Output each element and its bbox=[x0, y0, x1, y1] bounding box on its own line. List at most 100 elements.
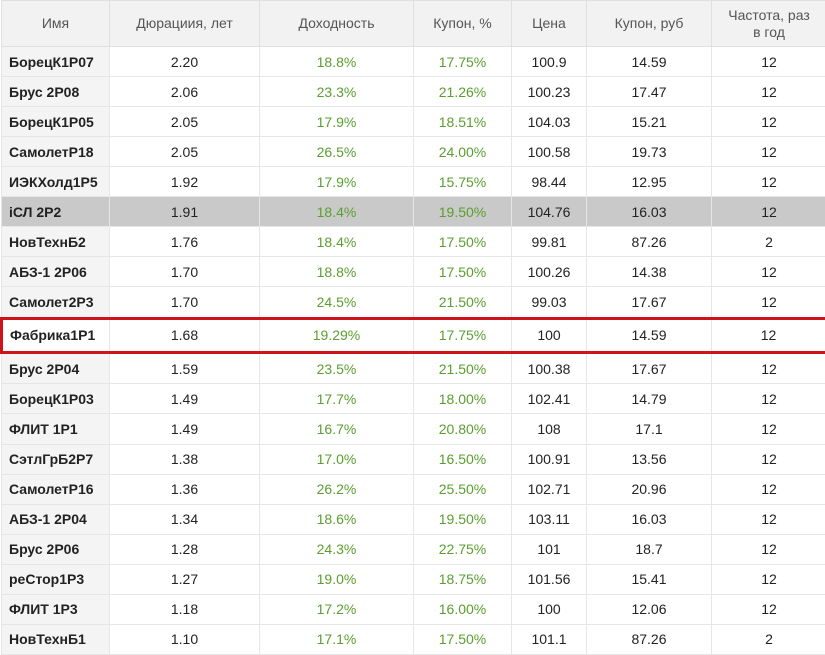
cell: 12 bbox=[711, 45, 825, 78]
cell: 21.50% bbox=[413, 286, 512, 320]
cell: 17.9% bbox=[259, 166, 414, 198]
cell: 21.50% bbox=[413, 351, 512, 385]
cell: 14.59 bbox=[586, 45, 712, 78]
table-row: БорецК1Р03 1.49 17.7% 18.00% 102.41 14.79 12 bbox=[1, 383, 825, 415]
cell: 1.68 bbox=[109, 317, 260, 354]
cell: 100 bbox=[511, 593, 587, 625]
cell: 12 bbox=[711, 256, 825, 288]
bond-name: БорецК1Р07 bbox=[1, 45, 110, 78]
cell: 99.81 bbox=[511, 226, 587, 258]
cell: 19.50% bbox=[413, 503, 512, 535]
cell: 1.28 bbox=[109, 533, 260, 565]
cell: 24.3% bbox=[259, 533, 414, 565]
bond-name: ФЛИТ 1Р3 bbox=[1, 593, 110, 625]
bond-name: НовТехнБ1 bbox=[1, 623, 110, 655]
bond-name: АБЗ-1 2Р04 bbox=[1, 503, 110, 535]
cell: 12 bbox=[711, 317, 825, 354]
cell: 12 bbox=[711, 473, 825, 505]
table-row: Самолет2Р3 1.70 24.5% 21.50% 99.03 17.67 12 bbox=[1, 286, 825, 320]
cell: 98.44 bbox=[511, 166, 587, 198]
cell: 15.41 bbox=[586, 563, 712, 595]
bond-name: СамолетР18 bbox=[1, 136, 110, 168]
cell: 16.7% bbox=[259, 413, 414, 445]
cell: 12 bbox=[711, 563, 825, 595]
table-row: АБЗ-1 2Р06 1.70 18.8% 17.50% 100.26 14.38 12 bbox=[1, 256, 825, 288]
cell: 12 bbox=[711, 593, 825, 625]
bond-name: БорецК1Р03 bbox=[1, 383, 110, 415]
cell: 1.38 bbox=[109, 443, 260, 475]
cell: 102.41 bbox=[511, 383, 587, 415]
cell: 18.51% bbox=[413, 106, 512, 138]
column-header: Дюрациия, лет bbox=[109, 0, 260, 47]
cell: 1.91 bbox=[109, 196, 260, 228]
cell: 17.47 bbox=[586, 76, 712, 108]
cell: 12 bbox=[711, 106, 825, 138]
cell: 17.67 bbox=[586, 286, 712, 320]
table-row: СэтлГрБ2Р7 1.38 17.0% 16.50% 100.91 13.56 12 bbox=[1, 443, 825, 475]
table-row: Фабрика1Р1 1.68 19.29% 17.75% 100 14.59 12 bbox=[0, 317, 825, 354]
table-row: ФЛИТ 1Р1 1.49 16.7% 20.80% 108 17.1 12 bbox=[1, 413, 825, 445]
cell: 17.75% bbox=[413, 317, 512, 354]
bond-name: НовТехнБ2 bbox=[1, 226, 110, 258]
table-body: БорецК1Р07 2.20 18.8% 17.75% 100.9 14.59 12 Бру… bbox=[0, 45, 825, 655]
table-row: Брус 2Р04 1.59 23.5% 21.50% 100.38 17.67 12 bbox=[1, 351, 825, 385]
cell: 18.7 bbox=[586, 533, 712, 565]
cell: 13.56 bbox=[586, 443, 712, 475]
bond-name: Брус 2Р06 bbox=[1, 533, 110, 565]
cell: 18.6% bbox=[259, 503, 414, 535]
table-row: СамолетР16 1.36 26.2% 25.50% 102.71 20.96 12 bbox=[1, 473, 825, 505]
cell: 1.92 bbox=[109, 166, 260, 198]
cell: 17.75% bbox=[413, 45, 512, 78]
cell: 12 bbox=[711, 76, 825, 108]
bond-name: СамолетР16 bbox=[1, 473, 110, 505]
cell: 2.05 bbox=[109, 106, 260, 138]
cell: 2.05 bbox=[109, 136, 260, 168]
cell: 1.49 bbox=[109, 383, 260, 415]
cell: 17.50% bbox=[413, 256, 512, 288]
cell: 104.76 bbox=[511, 196, 587, 228]
cell: 18.4% bbox=[259, 226, 414, 258]
cell: 1.34 bbox=[109, 503, 260, 535]
bond-name: ФЛИТ 1Р1 bbox=[1, 413, 110, 445]
cell: 12 bbox=[711, 166, 825, 198]
bond-name: реСтор1Р3 bbox=[1, 563, 110, 595]
table-row: iСЛ 2Р2 1.91 18.4% 19.50% 104.76 16.03 12 bbox=[1, 196, 825, 228]
bond-name: Самолет2Р3 bbox=[1, 286, 110, 320]
column-header: Имя bbox=[1, 0, 110, 47]
cell: 1.49 bbox=[109, 413, 260, 445]
cell: 18.8% bbox=[259, 256, 414, 288]
cell: 100 bbox=[511, 317, 587, 354]
cell: 12 bbox=[711, 196, 825, 228]
cell: 2.20 bbox=[109, 45, 260, 78]
bond-name: СэтлГрБ2Р7 bbox=[1, 443, 110, 475]
cell: 12 bbox=[711, 136, 825, 168]
cell: 100.58 bbox=[511, 136, 587, 168]
cell: 16.03 bbox=[586, 503, 712, 535]
table-row: БорецК1Р07 2.20 18.8% 17.75% 100.9 14.59 12 bbox=[1, 45, 825, 78]
cell: 17.50% bbox=[413, 226, 512, 258]
cell: 12 bbox=[711, 351, 825, 385]
cell: 1.10 bbox=[109, 623, 260, 655]
cell: 2 bbox=[711, 226, 825, 258]
bond-name: iСЛ 2Р2 bbox=[1, 196, 110, 228]
column-header: Цена bbox=[511, 0, 587, 47]
cell: 100.91 bbox=[511, 443, 587, 475]
cell: 1.18 bbox=[109, 593, 260, 625]
cell: 15.21 bbox=[586, 106, 712, 138]
cell: 15.75% bbox=[413, 166, 512, 198]
cell: 18.8% bbox=[259, 45, 414, 78]
cell: 17.67 bbox=[586, 351, 712, 385]
cell: 12.95 bbox=[586, 166, 712, 198]
cell: 20.96 bbox=[586, 473, 712, 505]
bond-name: ИЭКХолд1Р5 bbox=[1, 166, 110, 198]
cell: 1.36 bbox=[109, 473, 260, 505]
table-row: ИЭКХолд1Р5 1.92 17.9% 15.75% 98.44 12.95 12 bbox=[1, 166, 825, 198]
table-row: реСтор1Р3 1.27 19.0% 18.75% 101.56 15.41 12 bbox=[1, 563, 825, 595]
bond-name: АБЗ-1 2Р06 bbox=[1, 256, 110, 288]
cell: 14.79 bbox=[586, 383, 712, 415]
cell: 99.03 bbox=[511, 286, 587, 320]
cell: 17.1 bbox=[586, 413, 712, 445]
cell: 12.06 bbox=[586, 593, 712, 625]
cell: 14.59 bbox=[586, 317, 712, 354]
